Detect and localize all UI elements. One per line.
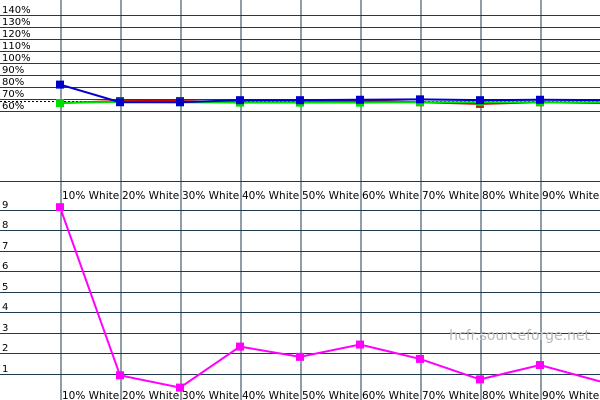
y-tick-label: 100% (2, 53, 31, 64)
category-label: 70% White (422, 190, 479, 202)
luminance-panel: 60%70%80%90%100%110%120%130%140% 10% Whi… (0, 0, 600, 202)
data-point-marker (116, 371, 124, 380)
data-point-marker (416, 354, 424, 363)
watermark-text: hcfr.sourceforge.net (449, 328, 590, 344)
data-point-marker (176, 98, 184, 107)
category-label: 60% White (362, 190, 419, 202)
category-label: 50% White (302, 190, 359, 202)
y-tick-label: 8 (2, 220, 8, 231)
data-point-marker (296, 352, 304, 361)
data-point-marker (536, 95, 544, 104)
category-label: 40% White (242, 190, 299, 202)
y-tick-label: 1 (2, 364, 8, 375)
y-tick-label: 140% (2, 5, 31, 16)
data-point-marker (56, 99, 64, 108)
category-label: 30% White (182, 390, 239, 400)
data-point-marker (296, 96, 304, 105)
y-tick-label: 120% (2, 29, 31, 40)
category-label: 20% White (122, 190, 179, 202)
data-point-marker (536, 361, 544, 370)
data-point-marker (56, 80, 64, 89)
data-point-marker (236, 342, 244, 351)
category-label: 70% White (422, 390, 479, 400)
data-point-marker (416, 95, 424, 104)
y-tick-label: 6 (2, 261, 8, 272)
y-tick-label: 3 (2, 323, 8, 334)
data-point-marker (476, 96, 484, 105)
y-tick-label: 80% (2, 77, 24, 88)
category-label: 80% White (482, 390, 539, 400)
y-tick-label: 5 (2, 282, 8, 293)
category-label: 10% White (62, 190, 119, 202)
y-tick-label: 130% (2, 17, 31, 28)
series-line (59, 206, 600, 389)
series-line (59, 83, 600, 104)
category-label: 80% White (482, 190, 539, 202)
y-tick-label: 90% (2, 65, 24, 76)
data-point-marker (56, 203, 64, 212)
data-point-marker (116, 98, 124, 107)
y-tick-label: 60% (2, 101, 24, 112)
category-label: 90% White (542, 190, 599, 202)
y-tick-label: 110% (2, 41, 31, 52)
category-label: 50% White (302, 390, 359, 400)
data-point-marker (476, 375, 484, 384)
y-tick-label: 7 (2, 241, 8, 252)
category-label: 60% White (362, 390, 419, 400)
data-point-marker (176, 383, 184, 392)
y-tick-label: 9 (2, 200, 8, 211)
data-point-marker (236, 96, 244, 105)
category-label: 10% White (62, 390, 119, 400)
category-label: 40% White (242, 390, 299, 400)
category-label: 90% White (542, 390, 599, 400)
category-label: 20% White (122, 390, 179, 400)
data-point-marker (356, 340, 364, 349)
y-tick-label: 4 (2, 302, 8, 313)
category-label: 30% White (182, 190, 239, 202)
y-tick-label: 2 (2, 343, 8, 354)
y-tick-label: 70% (2, 89, 24, 100)
data-point-marker (356, 95, 364, 104)
